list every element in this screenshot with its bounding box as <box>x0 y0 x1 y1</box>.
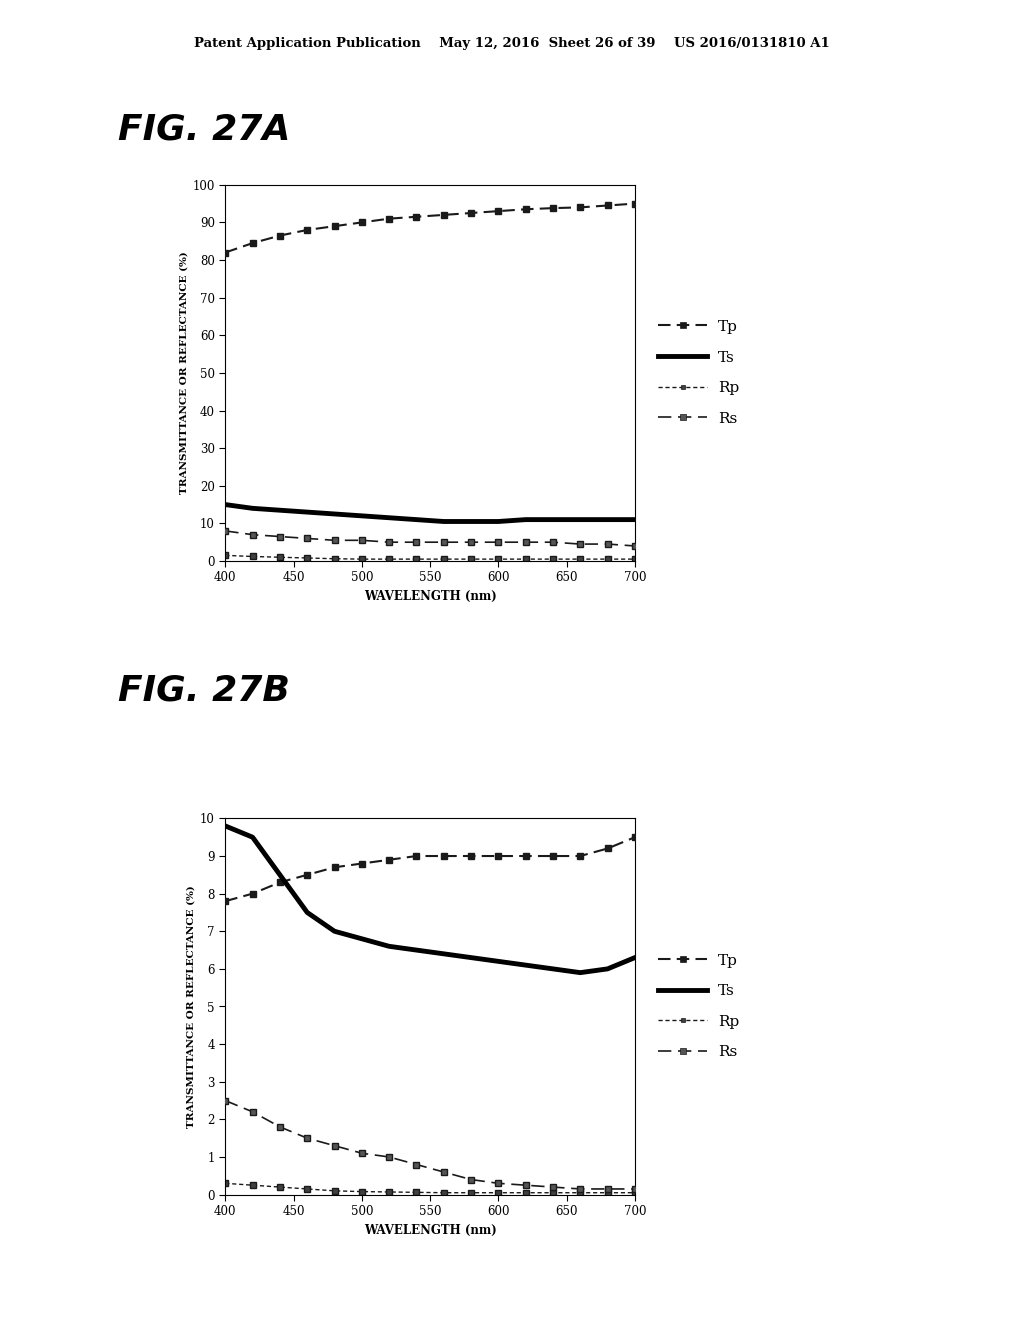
X-axis label: WAVELENGTH (nm): WAVELENGTH (nm) <box>364 590 497 603</box>
Text: FIG. 27B: FIG. 27B <box>118 673 290 708</box>
Legend: Tp, Ts, Rp, Rs: Tp, Ts, Rp, Rs <box>658 953 739 1060</box>
Y-axis label: TRANSMITTANCE OR REFLECTANCE (%): TRANSMITTANCE OR REFLECTANCE (%) <box>179 252 188 494</box>
Text: FIG. 27A: FIG. 27A <box>118 112 290 147</box>
Legend: Tp, Ts, Rp, Rs: Tp, Ts, Rp, Rs <box>658 319 739 426</box>
X-axis label: WAVELENGTH (nm): WAVELENGTH (nm) <box>364 1224 497 1237</box>
Text: Patent Application Publication    May 12, 2016  Sheet 26 of 39    US 2016/013181: Patent Application Publication May 12, 2… <box>195 37 829 50</box>
Y-axis label: TRANSMITTANCE OR REFLECTANCE (%): TRANSMITTANCE OR REFLECTANCE (%) <box>186 886 196 1127</box>
